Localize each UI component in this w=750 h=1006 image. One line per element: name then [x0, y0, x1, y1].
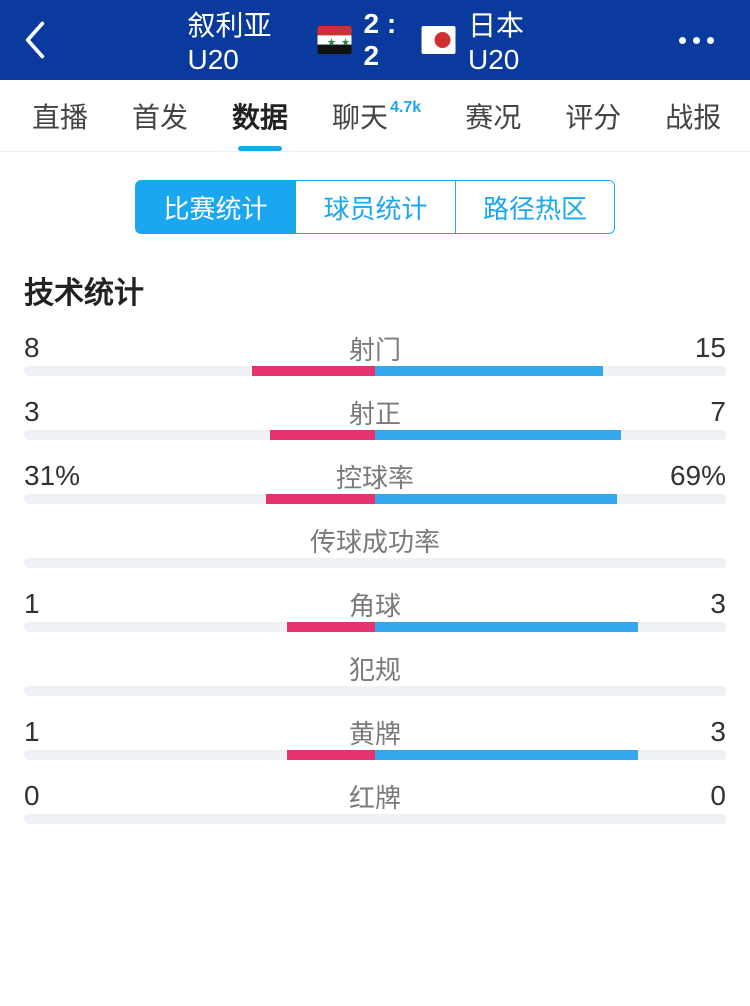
stat-row: 犯规 — [24, 650, 726, 696]
tab-6[interactable]: 战报 — [643, 80, 743, 151]
stat-label: 射门 — [349, 330, 401, 367]
stat-bar-right — [375, 494, 617, 504]
stat-left-value: 0 — [24, 780, 40, 812]
tab-1[interactable]: 首发 — [110, 80, 210, 151]
stat-left-value: 1 — [24, 716, 40, 748]
back-icon[interactable] — [24, 21, 46, 59]
stat-bar-track — [24, 814, 726, 824]
stat-bar-right — [375, 622, 638, 632]
stat-row: 1 黄牌 3 — [24, 714, 726, 760]
tab-label: 评分 — [565, 96, 621, 136]
stat-bar-left — [266, 494, 375, 504]
tab-3[interactable]: 聊天4.7k — [310, 80, 443, 151]
match-header: 叙利亚 U20 2 : 2 日本 U20 — [0, 0, 750, 80]
stat-bar-right — [375, 366, 603, 376]
tab-label: 赛况 — [465, 96, 521, 136]
score-text: 2 : 2 — [364, 8, 410, 72]
stat-right-value: 15 — [695, 332, 726, 364]
stat-left-value: 3 — [24, 396, 40, 428]
stat-label: 控球率 — [336, 458, 414, 495]
stat-top: 31% 控球率 69% — [24, 458, 726, 494]
stat-top: 1 角球 3 — [24, 586, 726, 622]
stat-bar-right — [375, 430, 621, 440]
tab-0[interactable]: 直播 — [10, 80, 110, 151]
team-right-name: 日本 U20 — [468, 4, 563, 76]
stat-bar-track — [24, 366, 726, 376]
stat-right-value: 3 — [710, 588, 726, 620]
tab-label: 首发 — [132, 96, 188, 136]
tab-4[interactable]: 赛况 — [443, 80, 543, 151]
subtab-1[interactable]: 球员统计 — [295, 180, 455, 234]
tab-label: 聊天 — [332, 96, 388, 136]
stat-bar-left — [287, 622, 375, 632]
stat-label: 红牌 — [349, 778, 401, 815]
tab-label: 数据 — [232, 96, 288, 136]
stat-bar-left — [287, 750, 375, 760]
stat-bar-track — [24, 430, 726, 440]
stat-top: 1 黄牌 3 — [24, 714, 726, 750]
stat-right-value: 69% — [670, 460, 726, 492]
tab-label: 战报 — [665, 96, 721, 136]
subtab-0[interactable]: 比赛统计 — [135, 180, 295, 234]
stat-right-value: 0 — [710, 780, 726, 812]
stat-left-value: 8 — [24, 332, 40, 364]
tab-2[interactable]: 数据 — [210, 80, 310, 151]
tab-badge: 4.7k — [390, 99, 421, 117]
stat-bar-track — [24, 494, 726, 504]
stat-bar-track — [24, 558, 726, 568]
stat-top: 犯规 — [24, 650, 726, 686]
stat-row: 传球成功率 — [24, 522, 726, 568]
sub-tabs: 比赛统计球员统计路径热区 — [0, 152, 750, 260]
stat-label: 角球 — [349, 586, 401, 623]
stat-bar-track — [24, 750, 726, 760]
flag-left-icon — [317, 26, 351, 54]
stat-left-value: 1 — [24, 588, 40, 620]
section-title: 技术统计 — [0, 260, 750, 330]
stat-bar-left — [270, 430, 375, 440]
stat-left-value: 31% — [24, 460, 80, 492]
stat-label: 传球成功率 — [310, 522, 440, 559]
stat-label: 黄牌 — [349, 714, 401, 751]
stat-row: 1 角球 3 — [24, 586, 726, 632]
stat-label: 射正 — [349, 394, 401, 431]
tab-5[interactable]: 评分 — [543, 80, 643, 151]
more-icon[interactable] — [679, 37, 714, 44]
header-center: 叙利亚 U20 2 : 2 日本 U20 — [188, 4, 563, 76]
team-left-name: 叙利亚 U20 — [188, 4, 306, 76]
stat-bar-track — [24, 686, 726, 696]
stat-bar-right — [375, 750, 638, 760]
stat-row: 8 射门 15 — [24, 330, 726, 376]
stat-right-value: 3 — [710, 716, 726, 748]
stat-top: 8 射门 15 — [24, 330, 726, 366]
subtab-2[interactable]: 路径热区 — [455, 180, 615, 234]
stat-top: 0 红牌 0 — [24, 778, 726, 814]
stat-row: 3 射正 7 — [24, 394, 726, 440]
stat-right-value: 7 — [710, 396, 726, 428]
stat-row: 31% 控球率 69% — [24, 458, 726, 504]
stat-row: 0 红牌 0 — [24, 778, 726, 824]
tab-label: 直播 — [32, 96, 88, 136]
stat-bar-left — [252, 366, 375, 376]
stat-top: 3 射正 7 — [24, 394, 726, 430]
stat-bar-track — [24, 622, 726, 632]
stats-container: 8 射门 15 3 射正 7 31% 控球率 69% 传球成功率 1 角球 3 犯规 1 黄牌 3 0 红牌 0 — [0, 330, 750, 824]
flag-right-icon — [422, 26, 456, 54]
main-tabs: 直播首发数据聊天4.7k赛况评分战报 — [0, 80, 750, 152]
stat-label: 犯规 — [349, 650, 401, 687]
stat-top: 传球成功率 — [24, 522, 726, 558]
